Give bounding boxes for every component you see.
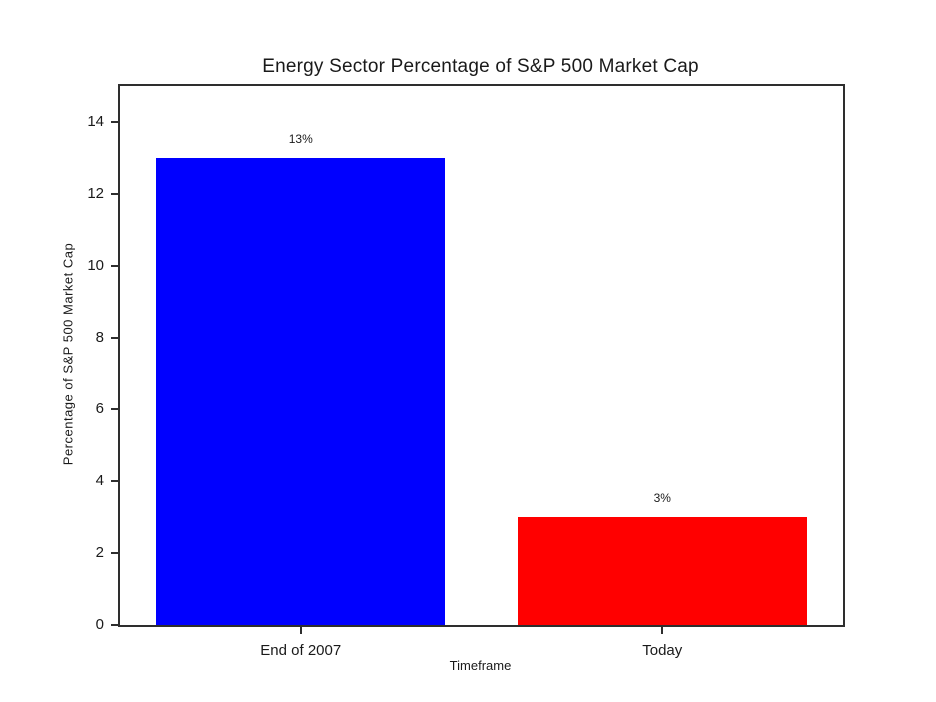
y-tick-label: 12 xyxy=(87,184,104,202)
y-tick-label: 2 xyxy=(95,544,104,562)
bar-value-label: 13% xyxy=(288,131,313,146)
y-tick-label: 14 xyxy=(87,112,104,130)
y-tick-label: 0 xyxy=(95,616,104,633)
y-tick-label: 10 xyxy=(87,256,104,274)
x-tick-mark xyxy=(661,627,664,634)
x-axis-label: Timeframe xyxy=(449,658,512,673)
bar-value-label: 3% xyxy=(653,491,671,506)
plot-area: 0 2 4 6 8 10 12 14 13% End of 2007 3% Today xyxy=(87,84,845,659)
y-tick-mark xyxy=(111,120,118,123)
y-axis-label: Percentage of S&P 500 Market Cap xyxy=(60,242,76,466)
y-tick-label: 6 xyxy=(95,400,104,418)
chart-title: Energy Sector Percentage of S&P 500 Mark… xyxy=(262,56,699,77)
y-tick-mark xyxy=(111,480,118,483)
y-tick-label: 4 xyxy=(95,472,104,490)
y-tick-mark xyxy=(111,192,118,195)
bar xyxy=(156,157,446,625)
y-tick-mark xyxy=(111,264,118,267)
bar xyxy=(517,517,807,625)
y-tick-mark xyxy=(111,408,118,411)
x-tick-label: Today xyxy=(642,642,683,659)
y-tick-mark xyxy=(111,552,118,555)
y-tick-mark xyxy=(111,336,118,339)
y-tick-label: 8 xyxy=(95,328,104,346)
x-tick-label: End of 2007 xyxy=(260,642,342,659)
y-tick-mark xyxy=(111,624,118,626)
x-tick-mark xyxy=(299,627,302,634)
